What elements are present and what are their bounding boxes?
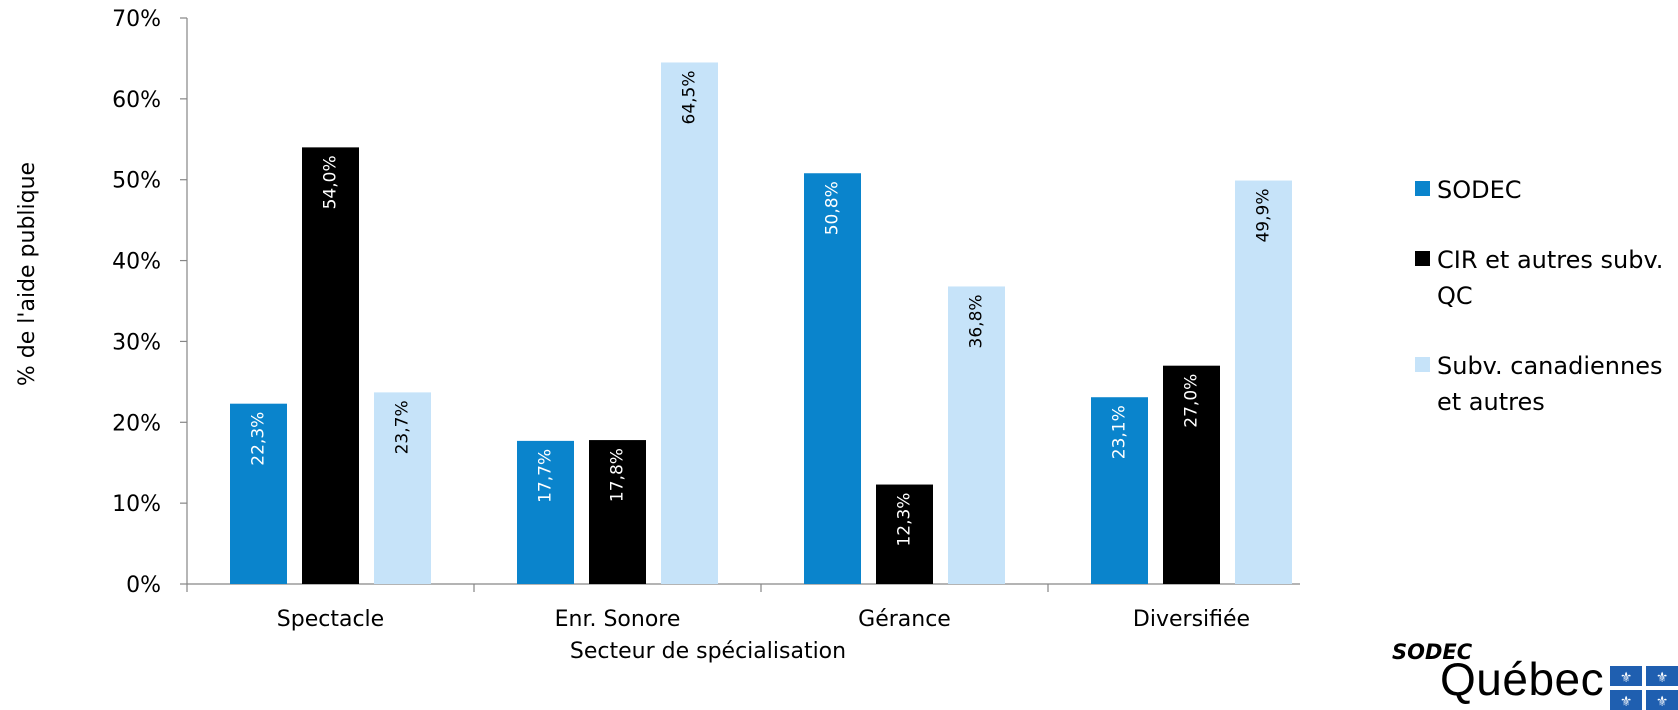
bars bbox=[230, 62, 1292, 584]
legend-label: CIR et autres subv. bbox=[1437, 246, 1664, 274]
y-axis-title: % de l'aide publique bbox=[15, 162, 40, 386]
bar-value-label: 17,7% bbox=[536, 449, 556, 503]
bar bbox=[661, 62, 718, 584]
bar-value-label: 23,7% bbox=[393, 400, 413, 454]
legend-swatch bbox=[1415, 357, 1430, 372]
bar bbox=[948, 286, 1005, 584]
sodec-quebec-logo: SODEC Québec ⚜ ⚜ ⚜ ⚜ bbox=[1392, 640, 1678, 710]
legend-label: SODEC bbox=[1437, 176, 1522, 204]
y-tick-label: 50% bbox=[112, 169, 161, 194]
legend-label: Subv. canadiennes bbox=[1437, 352, 1663, 380]
bar-value-label: 27,0% bbox=[1182, 374, 1202, 428]
x-axis: Spectacle Enr. Sonore Gérance Diversifiée bbox=[186, 583, 1300, 632]
x-tick-label: Spectacle bbox=[277, 607, 384, 632]
legend-label: QC bbox=[1437, 282, 1473, 310]
x-tick-label: Diversifiée bbox=[1133, 607, 1250, 632]
bar-chart: 0% 10% 20% 30% 40% 50% 60% 70% Spectacle Enr. So… bbox=[15, 7, 1300, 664]
bar-value-label: 22,3% bbox=[249, 412, 269, 466]
bar bbox=[1091, 397, 1148, 584]
logo-sodec-text: SODEC bbox=[1392, 640, 1473, 664]
legend-label: et autres bbox=[1437, 388, 1545, 416]
legend-item: SODEC bbox=[1415, 172, 1675, 208]
bar-labels: 22,3% 17,7% 50,8% 23,1% 54,0% 17,8% 12,3% 27,0%… bbox=[249, 70, 1274, 546]
y-tick-label: 30% bbox=[112, 330, 161, 355]
legend-swatch bbox=[1415, 181, 1430, 196]
bar-value-label: 17,8% bbox=[608, 448, 628, 502]
bar-value-label: 50,8% bbox=[823, 181, 843, 235]
bar-value-label: 12,3% bbox=[895, 493, 915, 547]
svg-text:⚜: ⚜ bbox=[1656, 670, 1669, 686]
bar-value-label: 49,9% bbox=[1254, 189, 1274, 243]
x-axis-title: Secteur de spécialisation bbox=[570, 639, 846, 664]
bar bbox=[1235, 180, 1292, 584]
x-tick-label: Gérance bbox=[858, 607, 951, 632]
x-tick-label: Enr. Sonore bbox=[555, 607, 681, 632]
quebec-flag-icon: ⚜ ⚜ ⚜ ⚜ bbox=[1610, 666, 1678, 710]
bar bbox=[517, 440, 574, 584]
legend: SODEC CIR et autres subv. QC Subv. canadien… bbox=[1415, 172, 1675, 420]
y-axis: 0% 10% 20% 30% 40% 50% 60% 70% bbox=[112, 7, 188, 598]
y-tick-label: 10% bbox=[112, 492, 161, 517]
svg-text:⚜: ⚜ bbox=[1620, 694, 1633, 710]
legend-swatch bbox=[1415, 251, 1430, 266]
bar bbox=[302, 147, 359, 584]
svg-text:⚜: ⚜ bbox=[1620, 670, 1633, 686]
bar bbox=[876, 484, 933, 584]
y-tick-label: 60% bbox=[112, 88, 161, 113]
bar bbox=[374, 392, 431, 584]
logo-quebec-wordmark: Québec bbox=[1440, 653, 1605, 705]
bar bbox=[804, 173, 861, 584]
bar-value-label: 54,0% bbox=[321, 155, 341, 209]
bar-value-label: 23,1% bbox=[1110, 405, 1130, 459]
bar bbox=[589, 440, 646, 584]
svg-text:⚜: ⚜ bbox=[1656, 694, 1669, 710]
legend-item: Subv. canadiennes et autres bbox=[1415, 348, 1675, 420]
legend-item: CIR et autres subv. QC bbox=[1415, 242, 1675, 314]
bar-value-label: 36,8% bbox=[967, 294, 987, 348]
y-tick-label: 20% bbox=[112, 411, 161, 436]
y-tick-label: 70% bbox=[112, 7, 161, 32]
bar-value-label: 64,5% bbox=[680, 70, 700, 124]
bar bbox=[230, 403, 287, 584]
y-tick-label: 40% bbox=[112, 250, 161, 275]
y-tick-label: 0% bbox=[126, 573, 161, 598]
bar bbox=[1163, 365, 1220, 584]
